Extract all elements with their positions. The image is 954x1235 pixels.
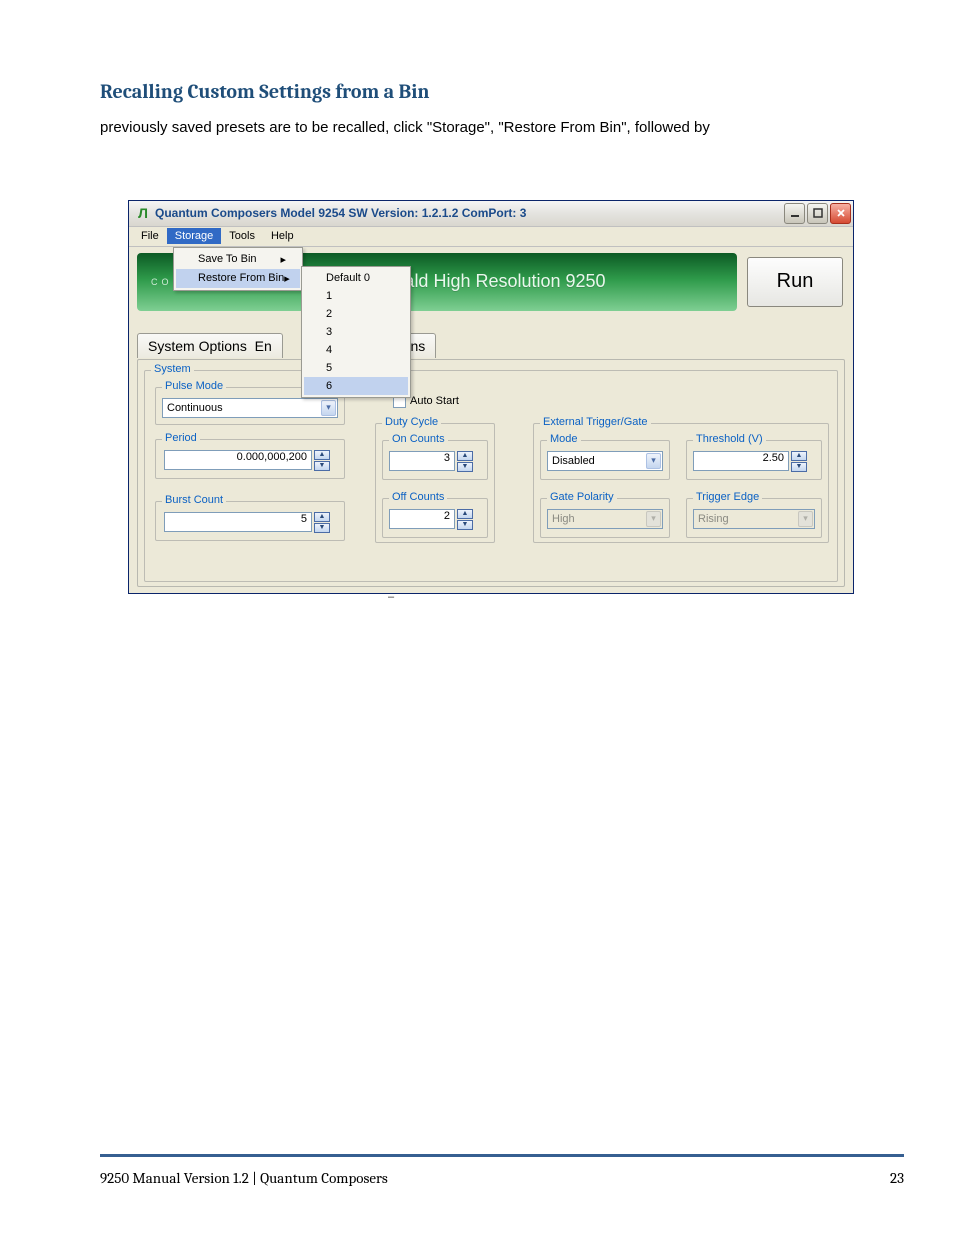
legend-trigger-edge: Trigger Edge [693,491,762,503]
submenu-3[interactable]: 3 [304,323,408,341]
legend-pulse-mode: Pulse Mode [162,380,226,392]
storage-dropdown: Save To Bin ▸ Restore From Bin ▸ [173,247,303,291]
legend-threshold: Threshold (V) [693,433,766,445]
tab-system-options[interactable]: System Options En [137,333,283,358]
group-period: Period 0.000,000,200 ▲ ▼ [155,439,345,479]
tab-label: System Options [148,338,247,354]
group-off-counts: Off Counts 2 ▲ ▼ [382,498,488,538]
menu-item-label: Save To Bin [198,253,257,265]
on-counts-down[interactable]: ▼ [457,462,473,472]
chevron-down-icon: ▾ [646,511,661,527]
menubar: File Storage Tools Help [129,227,853,247]
group-burst-count: Burst Count 5 ▲ ▼ [155,501,345,541]
menu-restore-from-bin[interactable]: Restore From Bin ▸ [176,269,300,288]
menu-tools[interactable]: Tools [221,228,263,244]
period-step-up[interactable]: ▲ [314,450,330,460]
input-on-counts[interactable]: 3 [389,451,455,471]
app-body: Save To Bin ▸ Restore From Bin ▸ Default… [129,247,853,593]
tab-content: System Pulse Mode Continuous ▾ [137,359,845,587]
maximize-button[interactable] [807,203,828,224]
threshold-up[interactable]: ▲ [791,451,807,461]
submenu-5[interactable]: 5 [304,359,408,377]
footer-left-text: 9250 Manual Version 1.2 | Quantum Compos… [100,1169,388,1187]
footer-rule [100,1154,904,1157]
checkbox-label: Auto Start [410,395,459,407]
restore-submenu: Default 0 1 2 3 4 5 6 [301,266,411,398]
tab-label-fragment: En [255,338,272,354]
submenu-arrow-icon: ▸ [280,253,286,266]
off-counts-down[interactable]: ▼ [457,520,473,530]
submenu-6[interactable]: 6 [304,377,408,395]
chevron-down-icon: ▾ [798,511,813,527]
group-trigger-edge: Trigger Edge Rising ▾ [686,498,822,538]
run-button[interactable]: Run [747,257,843,307]
threshold-down[interactable]: ▼ [791,462,807,472]
group-duty-cycle: Duty Cycle On Counts 3 ▲ ▼ [375,423,495,543]
submenu-2[interactable]: 2 [304,305,408,323]
app-window: Л Quantum Composers Model 9254 SW Versio… [128,200,854,594]
legend-duty-cycle: Duty Cycle [382,416,441,428]
group-mode: Mode Disabled ▾ [540,440,670,480]
submenu-1[interactable]: 1 [304,287,408,305]
submenu-arrow-icon: ▸ [284,272,290,285]
off-counts-up[interactable]: ▲ [457,509,473,519]
select-pulse-mode[interactable]: Continuous ▾ [162,398,338,418]
menu-item-label: Restore From Bin [198,272,284,284]
submenu-4[interactable]: 4 [304,341,408,359]
select-value: Rising [698,513,729,525]
legend-off-counts: Off Counts [389,491,447,503]
legend-period: Period [162,432,200,444]
legend-mode: Mode [547,433,581,445]
legend-system: System [151,363,194,375]
legend-on-counts: On Counts [389,433,448,445]
menu-storage[interactable]: Storage [167,228,222,244]
group-system: System Pulse Mode Continuous ▾ [144,370,838,582]
group-threshold: Threshold (V) 2.50 ▲ ▼ [686,440,822,480]
body-paragraph: previously saved presets are to be recal… [100,117,854,140]
select-mode[interactable]: Disabled ▾ [547,451,663,471]
period-step-down[interactable]: ▼ [314,461,330,471]
select-value: Continuous [167,402,223,414]
group-on-counts: On Counts 3 ▲ ▼ [382,440,488,480]
input-threshold[interactable]: 2.50 [693,451,789,471]
menu-help[interactable]: Help [263,228,302,244]
menu-file[interactable]: File [133,228,167,244]
page-footer: 9250 Manual Version 1.2 | Quantum Compos… [100,1169,904,1187]
input-period[interactable]: 0.000,000,200 [164,450,312,470]
submenu-default-0[interactable]: Default 0 [304,269,408,287]
legend-ext-trigger-gate: External Trigger/Gate [540,416,651,428]
titlebar: Л Quantum Composers Model 9254 SW Versio… [129,201,853,227]
select-trigger-edge: Rising ▾ [693,509,815,529]
burst-step-up[interactable]: ▲ [314,512,330,522]
input-burst-count[interactable]: 5 [164,512,312,532]
menu-save-to-bin[interactable]: Save To Bin ▸ [176,250,300,269]
select-value: Disabled [552,455,595,467]
burst-step-down[interactable]: ▼ [314,523,330,533]
screenshot-container: Л Quantum Composers Model 9254 SW Versio… [128,200,854,603]
group-gate-polarity: Gate Polarity High ▾ [540,498,670,538]
group-external-trigger-gate: External Trigger/Gate Mode Disabled ▾ Th… [533,423,829,543]
section-heading: Recalling Custom Settings from a Bin [100,80,854,103]
on-counts-up[interactable]: ▲ [457,451,473,461]
page-number: 23 [890,1169,904,1187]
minimize-button[interactable] [784,203,805,224]
window-title: Quantum Composers Model 9254 SW Version:… [155,206,784,220]
close-button[interactable] [830,203,851,224]
select-value: High [552,513,575,525]
legend-burst-count: Burst Count [162,494,226,506]
legend-gate-polarity: Gate Polarity [547,491,617,503]
chevron-down-icon: ▾ [321,400,336,416]
input-off-counts[interactable]: 2 [389,509,455,529]
select-gate-polarity: High ▾ [547,509,663,529]
app-icon: Л [135,205,151,221]
chevron-down-icon: ▾ [646,453,661,469]
